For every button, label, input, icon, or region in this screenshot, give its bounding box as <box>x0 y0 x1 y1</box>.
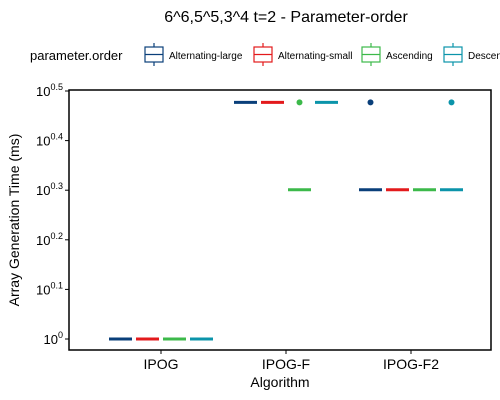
legend-label: Ascending <box>386 51 433 62</box>
legend-label: Descending <box>468 51 500 62</box>
legend-label: Alternating-large <box>169 51 243 62</box>
x-axis-label: Algorithm <box>250 374 309 390</box>
outlier-point-descending-ipog-f2 <box>448 99 455 106</box>
outlier-point-alternating-large-ipog-f2 <box>367 99 374 106</box>
legend-item-ascending: Ascending <box>361 43 433 66</box>
x-tick-label-ipog-f2: IPOG-F2 <box>383 356 439 372</box>
legend: parameter.order Alternating-large Alterna… <box>30 43 500 66</box>
y-tick-label: 100 <box>44 330 63 347</box>
y-axis-label: Array Generation Time (ms) <box>6 134 22 307</box>
legend-title: parameter.order <box>30 48 123 63</box>
legend-label: Alternating-small <box>278 51 352 62</box>
y-tick-label: 100.1 <box>36 280 63 297</box>
plot-marks <box>109 99 463 341</box>
y-tick-label: 100.4 <box>36 132 63 149</box>
x-tick-label-ipog: IPOG <box>143 356 178 372</box>
legend-item-alternating-large: Alternating-large <box>144 43 243 66</box>
x-tick-label-ipog-f: IPOG-F <box>262 356 310 372</box>
y-tick-label: 100.5 <box>36 82 63 99</box>
legend-item-descending: Descending <box>443 43 500 66</box>
legend-item-alternating-small: Alternating-small <box>253 43 352 66</box>
y-tick-label: 100.3 <box>36 181 63 198</box>
plot-panel <box>68 89 492 351</box>
outlier-point-ascending-ipog-f <box>296 99 303 106</box>
y-axis: 100 100.1 100.2 100.3 100.4 100.5 <box>36 82 69 347</box>
y-tick-label: 100.2 <box>36 231 63 248</box>
chart-title: 6^6,5^5,3^4 t=2 - Parameter-order <box>164 9 408 26</box>
x-axis: IPOG IPOG-F IPOG-F2 <box>143 350 439 372</box>
